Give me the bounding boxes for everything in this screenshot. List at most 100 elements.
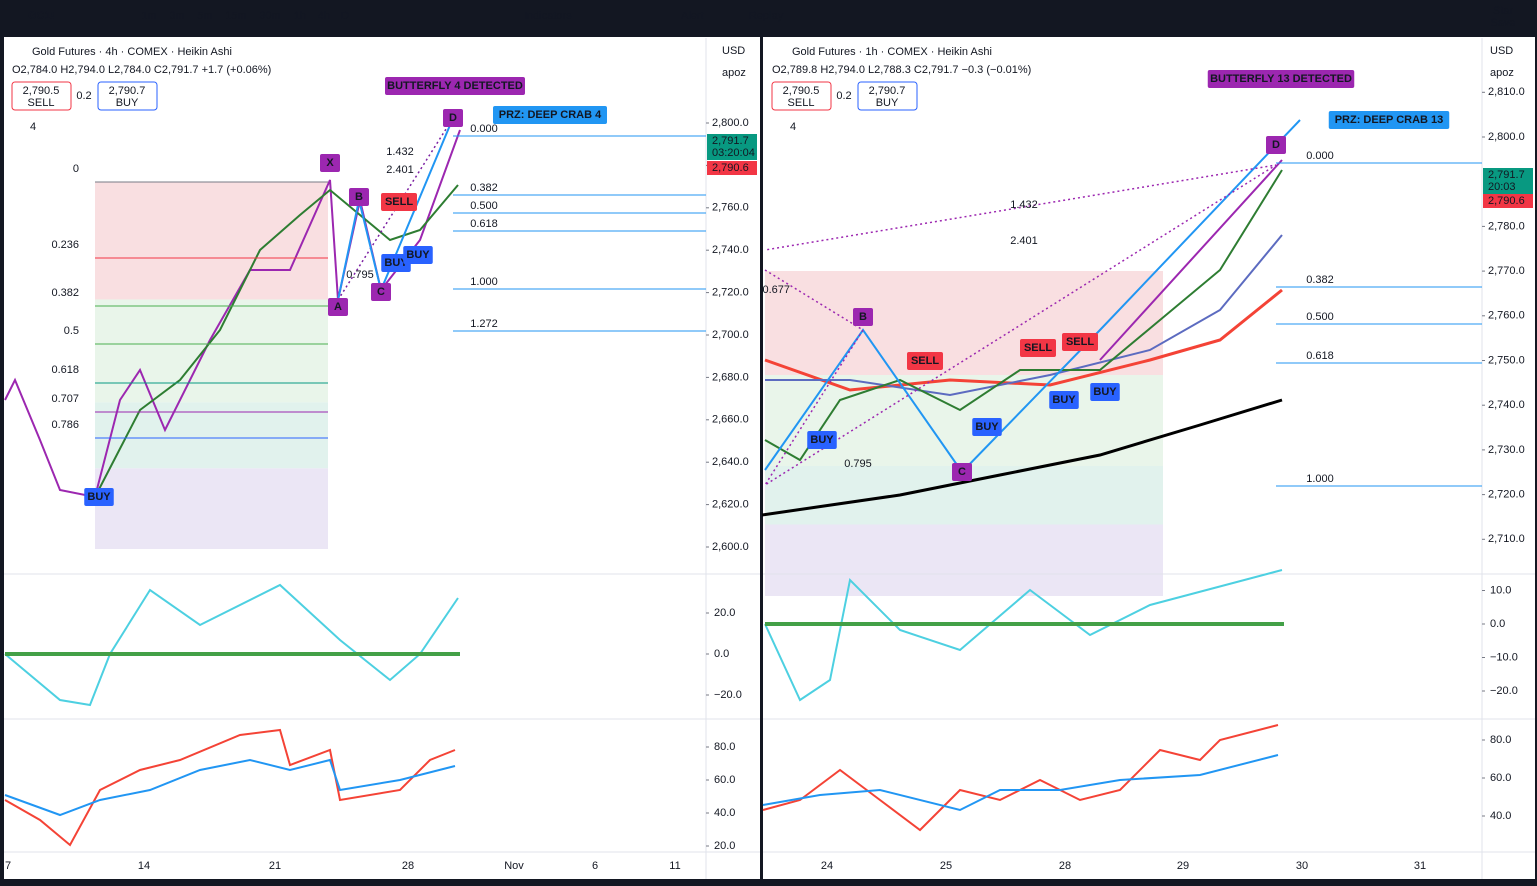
toolbar-button[interactable]: Indicators <box>524 10 572 22</box>
price-tick-label: 2,770.0 <box>1488 265 1525 277</box>
signal: BUY <box>1093 386 1117 398</box>
interval[interactable]: 15m <box>225 10 246 22</box>
rsi-tick-label: 60.0 <box>714 774 735 786</box>
interval[interactable]: 4h <box>318 10 330 22</box>
rsi-tick-label: 40.0 <box>714 807 735 819</box>
interval[interactable]: 1h <box>294 10 306 22</box>
date-label: 25 <box>940 860 952 872</box>
price-tick-label: 2,810.0 <box>1488 86 1525 98</box>
pattern-point-box <box>853 308 873 326</box>
scale: apoz <box>722 67 746 79</box>
signal: BUY <box>1052 394 1076 406</box>
buy-box <box>857 81 918 111</box>
osc-tick-label: 0.0 <box>1490 618 1505 630</box>
ohlc: O2,789.8 H2,794.0 L2,788.3 C2,791.7 −0.3… <box>772 64 1031 76</box>
pattern-point: D <box>1272 139 1280 151</box>
interval[interactable]: 1m <box>141 10 156 22</box>
pattern-point-box <box>328 298 348 316</box>
account[interactable]: Star <box>1493 5 1514 17</box>
pane-title: Gold Futures · 4h · COMEX · Heikin Ashi <box>32 46 232 58</box>
pattern-point-box <box>1266 136 1286 154</box>
ratio-label: 0.795 <box>844 458 872 470</box>
fib-zone <box>95 299 328 403</box>
signal: SELL <box>1066 336 1094 348</box>
last-price-badge <box>707 134 757 160</box>
interval[interactable]: D <box>341 10 349 22</box>
signal-box <box>1062 333 1098 351</box>
fib-zone <box>95 402 328 469</box>
price-tick-label: 2,600.0 <box>712 541 749 553</box>
ratio-label: 2.401 <box>386 164 414 176</box>
countdown: 20:03 <box>1488 181 1516 193</box>
pattern-point: D <box>449 112 457 124</box>
rsi-tick-label: 80.0 <box>1490 734 1511 746</box>
bid-price: 2,790.6 <box>712 162 749 174</box>
prz-banner-box <box>493 106 607 124</box>
sell-price: 2,790.5 <box>23 85 60 97</box>
spread: 0.2 <box>836 90 851 102</box>
toolbar-button[interactable]: Alert <box>681 10 704 22</box>
interval[interactable]: 5m <box>197 10 212 22</box>
signal: SELL <box>911 355 939 367</box>
pane-title: Gold Futures · 1h · COMEX · Heikin Ashi <box>792 46 992 58</box>
date-label: 11 <box>669 860 680 872</box>
fib-level-label: 0.786 <box>51 419 79 431</box>
signal-box <box>403 246 433 264</box>
price-tick-label: 2,640.0 <box>712 456 749 468</box>
dividers <box>4 38 1535 879</box>
currency: USD <box>1490 45 1513 57</box>
price-tick-label: 2,720.0 <box>712 287 749 299</box>
signal-box <box>907 352 943 370</box>
pattern-point-box <box>443 109 463 127</box>
ratio-label: 1.432 <box>1010 199 1038 211</box>
ratio-label: 2.401 <box>1010 235 1038 247</box>
fib-level-label: 0 <box>73 163 79 175</box>
layers: 4 <box>30 121 36 133</box>
signal: BUY <box>810 434 834 446</box>
sell-price: 2,790.5 <box>783 85 820 97</box>
price-tick-label: 2,740.0 <box>712 244 749 256</box>
pattern-point: C <box>377 286 385 298</box>
signal: SELL <box>1024 342 1052 354</box>
toolbar-button[interactable]: Replay <box>749 10 784 22</box>
fib-zone <box>765 271 1163 375</box>
date-label: 7 <box>5 860 11 872</box>
buy-box <box>97 81 158 111</box>
signal-box <box>84 488 114 506</box>
pattern-banner-box <box>1207 70 1355 88</box>
price-tick-label: 2,760.0 <box>712 202 749 214</box>
prz-level-label: 1.000 <box>470 276 498 288</box>
price-tick-label: 2,750.0 <box>1488 354 1525 366</box>
buy-label[interactable]: BUY <box>116 97 139 109</box>
date-label: Nov <box>504 860 524 872</box>
price-tick-label: 2,760.0 <box>1488 310 1525 322</box>
symbol[interactable]: GC1! <box>28 10 54 22</box>
price-tick-label: 2,700.0 <box>712 329 749 341</box>
osc-tick-label: −20.0 <box>1490 685 1518 697</box>
price-tick-label: 2,620.0 <box>712 499 749 511</box>
buy-price: 2,790.7 <box>869 85 906 97</box>
prz-banner: PRZ: DEEP CRAB 13 <box>1335 114 1444 126</box>
fib-level-label: 0.382 <box>51 287 79 299</box>
buy-label[interactable]: BUY <box>876 97 899 109</box>
prz-banner: PRZ: DEEP CRAB 4 <box>499 109 602 121</box>
fib-level-label: 0.236 <box>51 239 79 251</box>
prz-level-label: 0.000 <box>1306 150 1334 162</box>
sell-label[interactable]: SELL <box>788 97 815 109</box>
signal: BUY <box>975 421 999 433</box>
osc-tick-label: 20.0 <box>714 607 735 619</box>
spread: 0.2 <box>76 90 91 102</box>
sell-label[interactable]: SELL <box>28 97 55 109</box>
signal-box <box>1020 339 1056 357</box>
date-label: 30 <box>1296 860 1308 872</box>
sell-box <box>771 81 832 111</box>
sell-box <box>11 81 72 111</box>
fib-zone <box>95 468 328 549</box>
interval[interactable]: 30m <box>259 10 280 22</box>
date-label: 28 <box>402 860 414 872</box>
pattern-point: B <box>355 191 363 203</box>
interval[interactable]: 3m <box>169 10 184 22</box>
layers: 4 <box>790 121 796 133</box>
save[interactable]: Save <box>1490 17 1515 29</box>
